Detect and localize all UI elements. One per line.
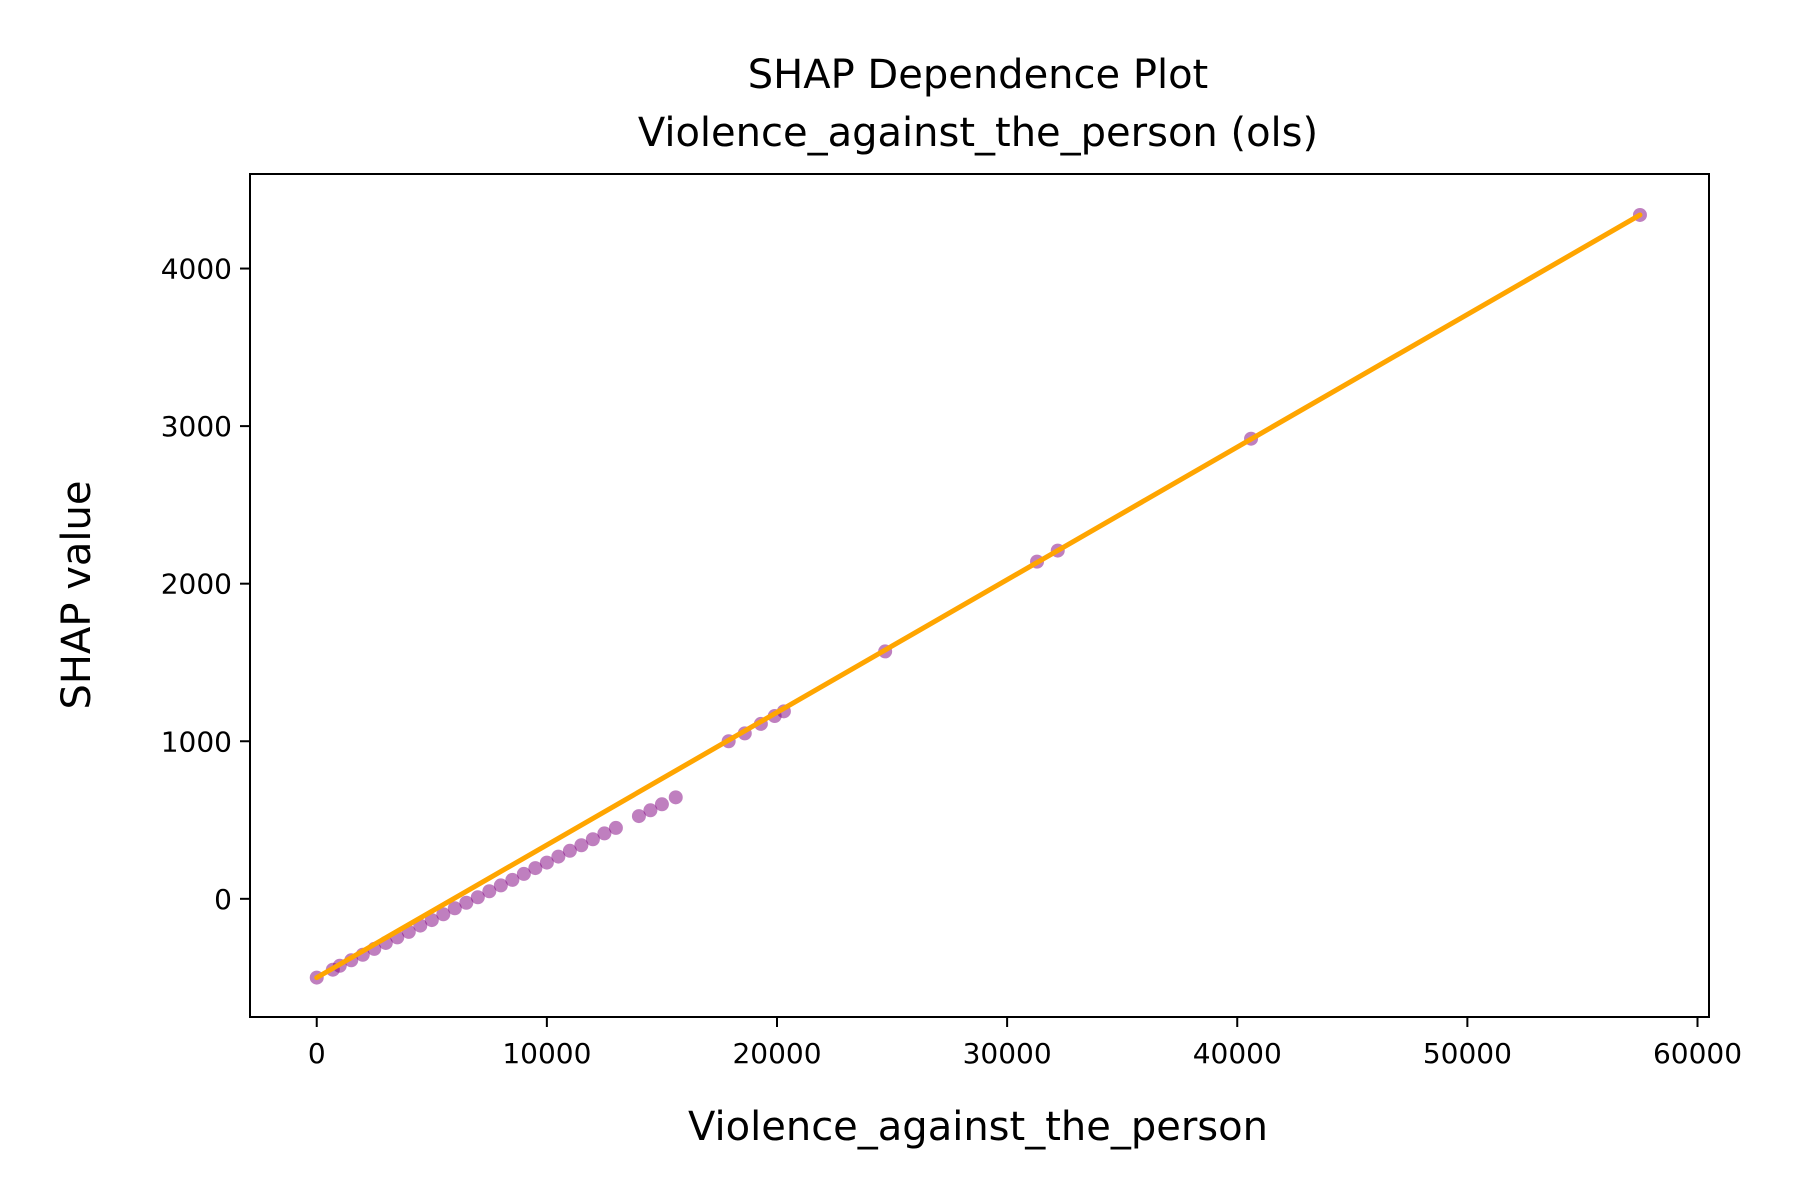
x-tick-label: 30000 <box>963 1037 1052 1070</box>
x-tick-label: 50000 <box>1423 1037 1512 1070</box>
data-point <box>643 803 658 818</box>
x-tick-label: 10000 <box>502 1037 591 1070</box>
x-axis-label: Violence_against_the_person <box>688 1104 1268 1150</box>
chart-subtitle: Violence_against_the_person (ols) <box>638 110 1318 156</box>
data-point <box>447 901 462 916</box>
data-point <box>668 790 683 805</box>
data-point <box>459 895 474 910</box>
data-point <box>597 826 612 841</box>
data-point <box>505 872 520 887</box>
x-tick-label: 20000 <box>732 1037 821 1070</box>
data-point <box>585 832 600 847</box>
x-axis-ticks: 0 10000 20000 30000 40000 50000 60000 <box>308 1017 1742 1070</box>
data-point <box>654 797 669 812</box>
data-point <box>539 855 554 870</box>
data-point <box>516 866 531 881</box>
y-axis-label: SHAP value <box>54 481 100 710</box>
y-tick-label: 4000 <box>161 253 232 286</box>
data-point <box>608 820 623 835</box>
data-point <box>631 809 646 824</box>
y-tick-label: 3000 <box>161 410 232 443</box>
x-tick-label: 0 <box>308 1037 326 1070</box>
x-tick-label: 40000 <box>1193 1037 1282 1070</box>
data-point <box>574 838 589 853</box>
plot-area-frame <box>249 173 1710 1018</box>
y-tick-label: 0 <box>214 883 232 916</box>
data-point <box>493 878 508 893</box>
y-tick-label: 1000 <box>161 725 232 758</box>
data-point <box>424 913 439 928</box>
fit-line-layer <box>314 212 1643 981</box>
data-point <box>551 849 566 864</box>
data-point <box>528 861 543 876</box>
chart-title: SHAP Dependence Plot <box>748 52 1209 98</box>
data-point <box>562 843 577 858</box>
y-tick-label: 2000 <box>161 568 232 601</box>
x-tick-label: 60000 <box>1653 1037 1742 1070</box>
y-axis-ticks: 0 1000 2000 3000 4000 <box>161 253 250 916</box>
data-point <box>482 884 497 899</box>
data-point <box>470 890 485 905</box>
fit-line <box>314 212 1643 981</box>
data-point <box>436 907 451 922</box>
